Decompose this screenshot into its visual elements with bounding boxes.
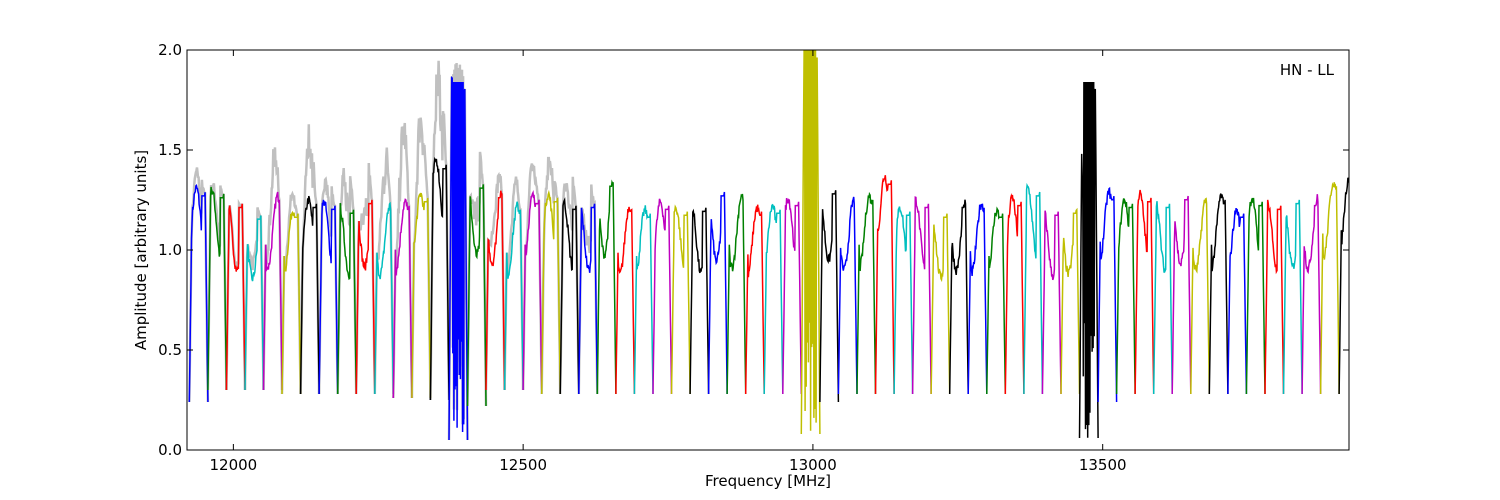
- channel-series-line: [1245, 197, 1266, 395]
- channel-series-line: [281, 210, 302, 395]
- channel-series-line: [1171, 195, 1192, 395]
- channel-series-line: [1227, 208, 1248, 395]
- channel-series-line: [1208, 193, 1229, 395]
- channel-series-line: [559, 197, 580, 395]
- series-layer: [188, 50, 1414, 441]
- channel-series-line: [207, 186, 228, 391]
- channel-series-line: [1097, 186, 1118, 403]
- background-trace-segment: [466, 151, 488, 407]
- channel-series-line: [930, 213, 951, 395]
- channel-series-line: [893, 206, 914, 395]
- channel-series-line: [596, 179, 617, 395]
- y-axis-title: Amplitude [arbitrary units]: [132, 150, 150, 350]
- channel-series-line: [1004, 193, 1025, 395]
- channel-series-line: [1023, 182, 1044, 395]
- x-tick-label: 12000: [210, 456, 258, 474]
- channel-series-line: [262, 191, 283, 391]
- channel-series-line: [689, 207, 710, 395]
- channel-series-line: [707, 191, 728, 395]
- x-axis-title: Frequency [MHz]: [705, 472, 831, 490]
- channel-series-line: [244, 215, 265, 391]
- channel-series-line: [1395, 80, 1414, 438]
- channel-series-line: [1152, 201, 1173, 395]
- channel-series-line: [1041, 210, 1062, 395]
- channel-series-line: [1134, 189, 1155, 395]
- channel-series-line: [429, 156, 450, 401]
- channel-series-line: [763, 203, 784, 395]
- channel-series-line: [726, 193, 747, 395]
- channel-series-line: [819, 190, 840, 403]
- channel-series-line: [1264, 199, 1285, 395]
- channel-series-line: [392, 198, 413, 399]
- x-tick-label: 12500: [499, 456, 547, 474]
- channel-series-line: [744, 204, 765, 395]
- x-tick-label: 13000: [789, 456, 837, 474]
- channel-series-line: [485, 190, 506, 391]
- y-tick-label: 1.0: [158, 241, 182, 259]
- channel-series-line: [615, 206, 636, 395]
- channel-series-line: [652, 198, 673, 395]
- channel-series-line: [948, 199, 969, 395]
- channel-series-line: [1190, 197, 1211, 395]
- channel-series-line: [540, 189, 561, 395]
- channel-series-line: [967, 203, 988, 395]
- channel-series-line: [355, 199, 376, 395]
- channel-series-line: [299, 195, 320, 395]
- channel-series-line: [633, 205, 654, 395]
- y-tick-label: 1.5: [158, 141, 182, 159]
- channel-series-line: [1060, 207, 1081, 395]
- channel-series-line: [1338, 177, 1349, 395]
- channel-series-line: [986, 206, 1007, 395]
- annotation-label: HN - LL: [1280, 61, 1335, 79]
- channel-series-line: [1319, 182, 1340, 395]
- channel-series-line: [466, 184, 487, 407]
- y-tick-label: 2.0: [158, 41, 182, 59]
- channel-series-line: [837, 196, 858, 395]
- channel-series-line: [911, 196, 932, 395]
- channel-series-line: [374, 201, 395, 395]
- channel-series-line: [1115, 198, 1136, 395]
- channel-series-line: [188, 184, 209, 403]
- channel-series-line: [448, 76, 469, 441]
- x-tick-label: 13500: [1079, 456, 1127, 474]
- channel-series-line: [782, 197, 803, 395]
- y-tick-label: 0.5: [158, 341, 182, 359]
- channel-series-line: [503, 201, 524, 391]
- channel-series-line: [856, 191, 877, 395]
- channel-series-line: [1282, 199, 1303, 395]
- channel-series-line: [578, 203, 599, 395]
- channel-series-line: [1376, 205, 1395, 394]
- channel-series-line: [336, 203, 357, 395]
- background-trace-segment: [558, 176, 581, 395]
- channel-series-line: [1301, 194, 1322, 395]
- channel-series-line: [874, 175, 895, 395]
- channel-series-line: [800, 50, 821, 435]
- channel-series-line: [318, 199, 339, 395]
- channel-series-line: [225, 203, 246, 391]
- channel-series-line: [1078, 81, 1099, 439]
- y-tick-label: 0.0: [158, 441, 182, 459]
- channel-series-line: [1358, 195, 1377, 394]
- channel-series-line: [411, 192, 432, 399]
- tick-layer: 12000 12500 13000 13500 0.0 0.5 1.0 1.5 2.0: [158, 41, 1349, 474]
- channel-series-line: [670, 204, 691, 395]
- channel-series-line: [522, 190, 543, 391]
